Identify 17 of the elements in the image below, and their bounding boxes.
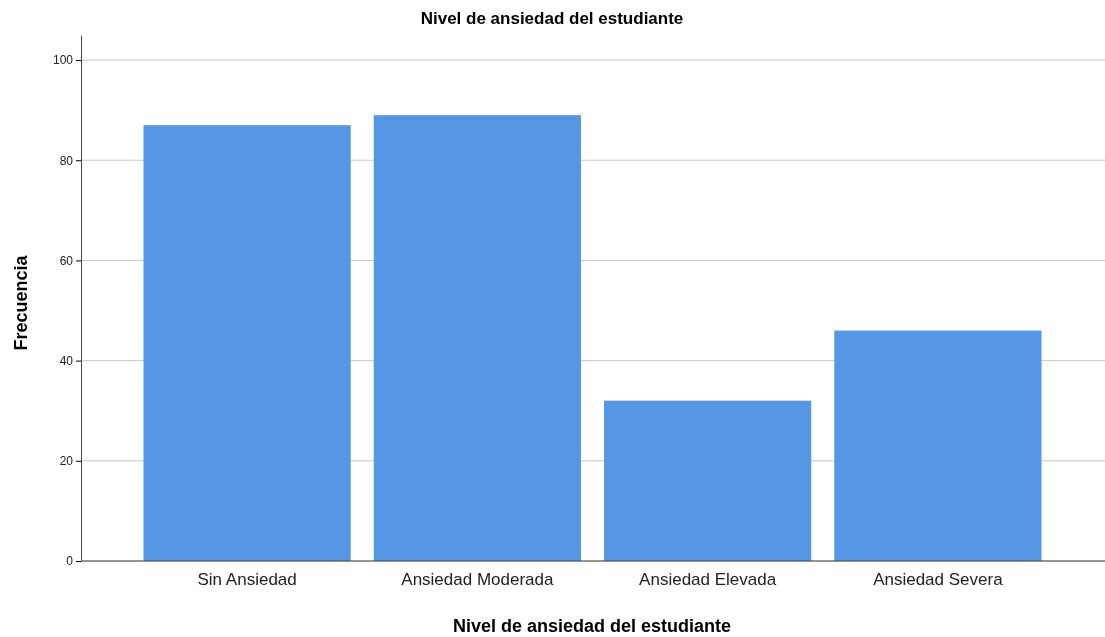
x-tick-label: Sin Ansiedad [197, 570, 297, 590]
y-tick-label: 40 [59, 353, 74, 368]
y-tick-label: 20 [59, 454, 74, 469]
y-tick-label: 0 [66, 554, 74, 569]
bar [834, 330, 1042, 561]
y-axis-title: Frecuencia [11, 254, 31, 351]
x-tick-label: Ansiedad Elevada [639, 570, 777, 590]
bar [604, 400, 812, 561]
y-tick-label: 60 [59, 253, 74, 268]
chart-title: Nivel de ansiedad del estudiante [420, 9, 684, 28]
y-tick-label: 80 [59, 153, 74, 168]
x-tick-label: Ansiedad Moderada [401, 570, 554, 590]
x-axis-title: Nivel de ansiedad del estudiante [452, 616, 732, 636]
x-tick-label: Ansiedad Severa [873, 570, 1004, 590]
bar [373, 115, 581, 561]
bar [143, 125, 351, 561]
y-tick-label: 100 [52, 53, 74, 68]
